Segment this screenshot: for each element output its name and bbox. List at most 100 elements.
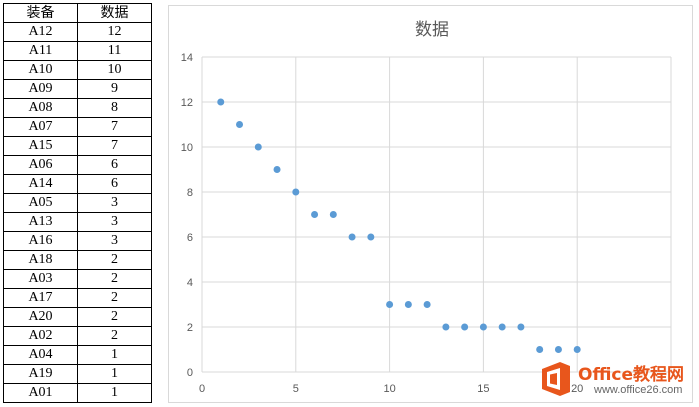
data-point[interactable] xyxy=(254,143,262,151)
table-row: A09 9 xyxy=(3,79,152,99)
data-point[interactable] xyxy=(292,188,300,196)
y-tick-label: 0 xyxy=(187,367,193,379)
cell-value[interactable]: 2 xyxy=(77,307,152,327)
cell-value[interactable]: 8 xyxy=(77,98,152,118)
data-point[interactable] xyxy=(442,323,450,331)
table-row: A04 1 xyxy=(3,345,152,365)
cell-value[interactable]: 6 xyxy=(77,155,152,175)
x-tick-label: 5 xyxy=(293,383,299,395)
y-tick-label: 12 xyxy=(181,97,193,109)
cell-equipment[interactable]: A08 xyxy=(3,98,78,118)
cell-equipment[interactable]: A12 xyxy=(3,22,78,42)
cell-value[interactable]: 1 xyxy=(77,345,152,365)
y-tick-label: 10 xyxy=(181,142,193,154)
cell-value[interactable]: 6 xyxy=(77,174,152,194)
cell-value[interactable]: 3 xyxy=(77,231,152,251)
table-row: A18 2 xyxy=(3,250,152,270)
table-row: A15 7 xyxy=(3,136,152,156)
data-point[interactable] xyxy=(367,233,375,241)
data-point[interactable] xyxy=(273,166,281,173)
y-tick-label: 2 xyxy=(187,322,193,334)
data-point[interactable] xyxy=(386,301,394,308)
cell-value[interactable]: 2 xyxy=(77,269,152,289)
cell-equipment[interactable]: A14 xyxy=(3,174,78,194)
cell-value[interactable]: 1 xyxy=(77,383,152,403)
data-point[interactable] xyxy=(479,323,487,331)
table-row: A14 6 xyxy=(3,174,152,194)
data-table: 装备 数据 A12 12 A11 11 A10 10 A09 9 A08 8 A07 7 A15 7 A06… xyxy=(3,3,152,403)
cell-value[interactable]: 1 xyxy=(77,364,152,384)
cell-equipment[interactable]: A11 xyxy=(3,41,78,61)
office-logo-icon xyxy=(542,362,570,396)
data-point[interactable] xyxy=(217,98,225,106)
cell-equipment[interactable]: A13 xyxy=(3,212,78,232)
cell-equipment[interactable]: A05 xyxy=(3,193,78,213)
y-tick-label: 14 xyxy=(181,52,193,64)
table-row: A02 2 xyxy=(3,326,152,346)
cell-equipment[interactable]: A09 xyxy=(3,79,78,99)
cell-value[interactable]: 10 xyxy=(77,60,152,80)
column-header-data[interactable]: 数据 xyxy=(77,3,152,23)
table-row: A16 3 xyxy=(3,231,152,251)
cell-equipment[interactable]: A18 xyxy=(3,250,78,270)
data-point[interactable] xyxy=(461,323,469,331)
data-point[interactable] xyxy=(573,346,581,353)
cell-equipment[interactable]: A02 xyxy=(3,326,78,346)
x-tick-label: 20 xyxy=(571,383,583,395)
cell-equipment[interactable]: A19 xyxy=(3,364,78,384)
cell-value[interactable]: 12 xyxy=(77,22,152,42)
cell-value[interactable]: 2 xyxy=(77,250,152,270)
cell-equipment[interactable]: A10 xyxy=(3,60,78,80)
x-tick-label: 0 xyxy=(199,383,205,395)
table-row: A11 11 xyxy=(3,41,152,61)
data-point[interactable] xyxy=(329,211,337,218)
data-point[interactable] xyxy=(536,346,544,353)
column-header-equipment[interactable]: 装备 xyxy=(3,3,78,23)
cell-value[interactable]: 9 xyxy=(77,79,152,99)
cell-value[interactable]: 2 xyxy=(77,288,152,308)
cell-equipment[interactable]: A17 xyxy=(3,288,78,308)
cell-equipment[interactable]: A04 xyxy=(3,345,78,365)
table-row: A17 2 xyxy=(3,288,152,308)
data-point[interactable] xyxy=(311,211,319,218)
y-tick-label: 8 xyxy=(187,187,193,199)
cell-value[interactable]: 2 xyxy=(77,326,152,346)
cell-value[interactable]: 7 xyxy=(77,136,152,156)
cell-equipment[interactable]: A06 xyxy=(3,155,78,175)
watermark-url: www.office26.com xyxy=(594,384,683,396)
cell-value[interactable]: 3 xyxy=(77,212,152,232)
data-point[interactable] xyxy=(236,121,244,128)
cell-equipment[interactable]: A07 xyxy=(3,117,78,137)
table-row: A19 1 xyxy=(3,364,152,384)
cell-value[interactable]: 3 xyxy=(77,193,152,213)
data-point[interactable] xyxy=(554,346,562,353)
watermark: Office教程网 www.office26.com xyxy=(536,356,696,402)
table-row: A06 6 xyxy=(3,155,152,175)
gridlines xyxy=(201,56,672,373)
table-row: A05 3 xyxy=(3,193,152,213)
data-points xyxy=(217,98,581,353)
table-row: A20 2 xyxy=(3,307,152,327)
cell-value[interactable]: 7 xyxy=(77,117,152,137)
chart-title: 数据 xyxy=(415,20,449,40)
table-header-row: 装备 数据 xyxy=(3,3,152,23)
table-body: A12 12 A11 11 A10 10 A09 9 A08 8 A07 7 A15 7 A06 6 A14 6 A… xyxy=(3,22,152,403)
data-point[interactable] xyxy=(423,301,431,308)
y-tick-label: 6 xyxy=(187,232,193,244)
cell-equipment[interactable]: A20 xyxy=(3,307,78,327)
cell-equipment[interactable]: A16 xyxy=(3,231,78,251)
x-tick-label: 10 xyxy=(383,383,395,395)
data-point[interactable] xyxy=(517,323,525,331)
scatter-chart: 数据 0 2 4 6 8 10 12 14 0 5 10 15 20 xyxy=(181,20,672,395)
data-point[interactable] xyxy=(348,233,356,241)
chart-area[interactable]: 数据 0 2 4 6 8 10 12 14 0 5 10 15 20 xyxy=(168,5,693,403)
cell-equipment[interactable]: A01 xyxy=(3,383,78,403)
y-tick-label: 4 xyxy=(187,277,193,289)
cell-equipment[interactable]: A03 xyxy=(3,269,78,289)
cell-equipment[interactable]: A15 xyxy=(3,136,78,156)
data-point[interactable] xyxy=(404,301,412,308)
data-point[interactable] xyxy=(498,323,506,331)
table-row: A03 2 xyxy=(3,269,152,289)
x-tick-label: 15 xyxy=(477,383,489,395)
cell-value[interactable]: 11 xyxy=(77,41,152,61)
